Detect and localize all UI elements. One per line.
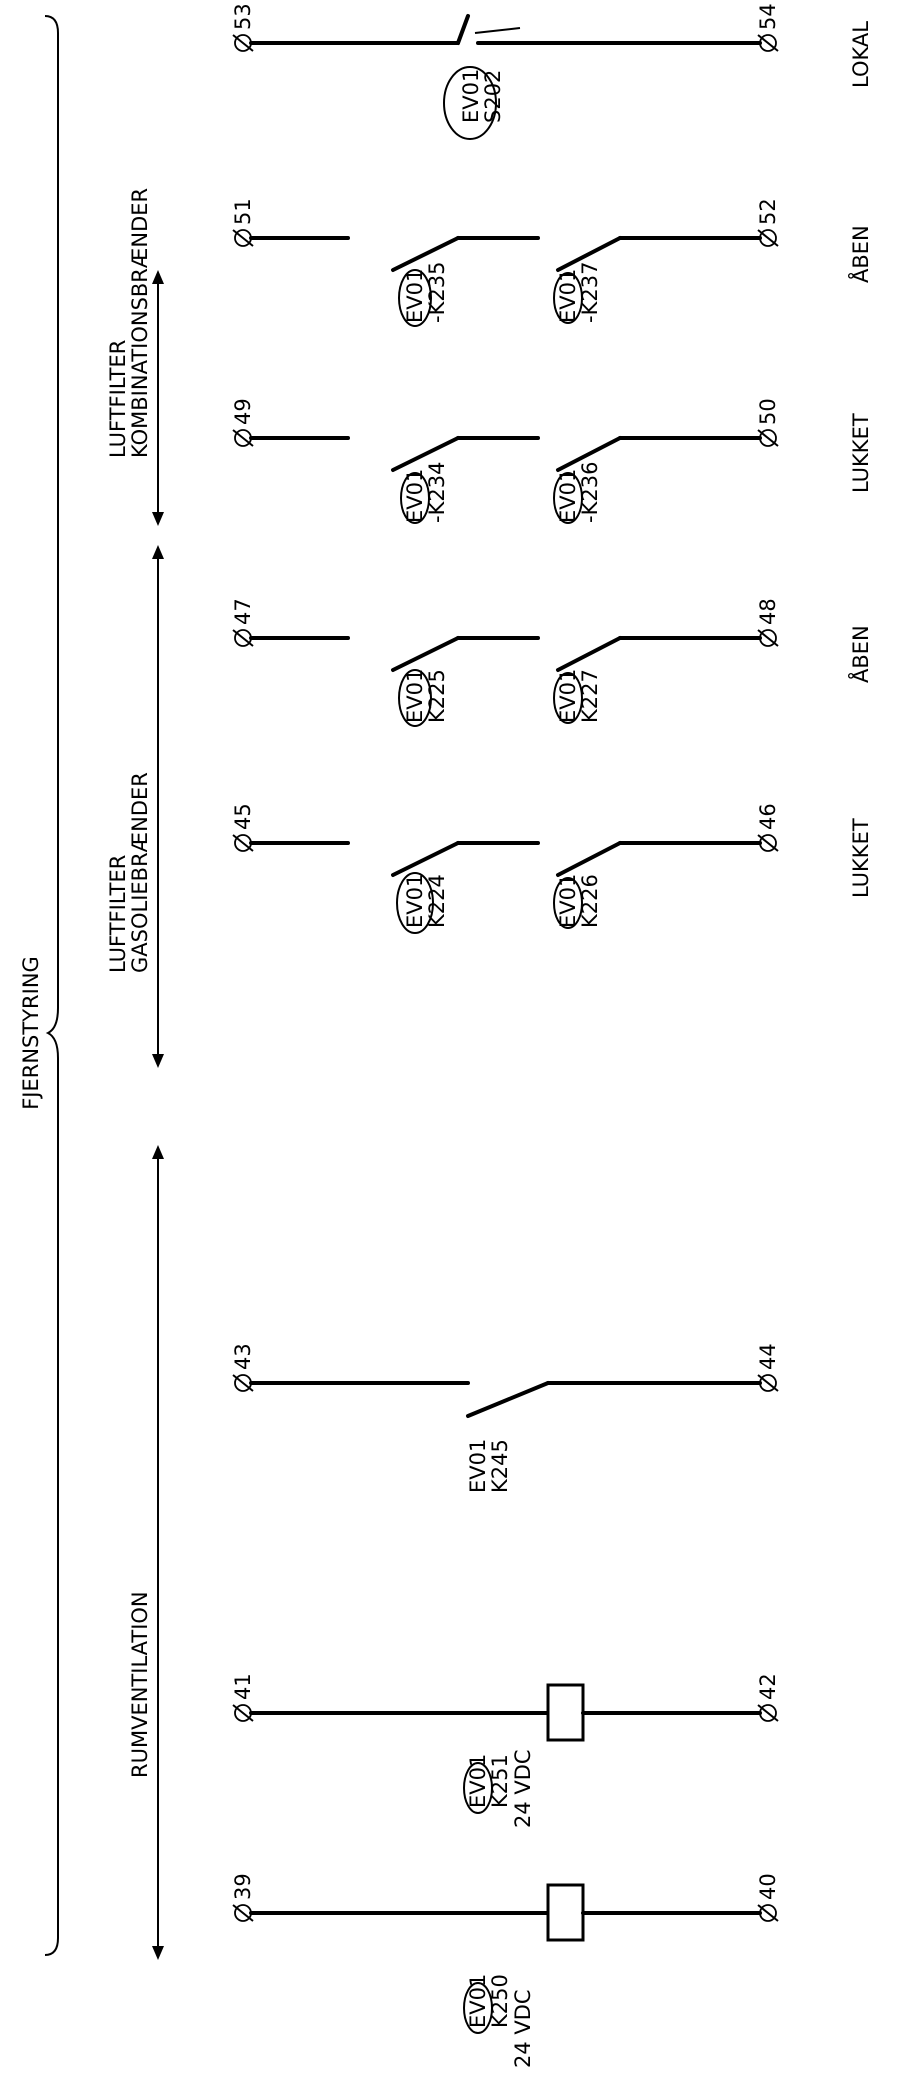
switch-contact-k225: [391, 636, 460, 672]
terminal-40: 40: [756, 1873, 780, 1900]
terminal-42: 42: [756, 1673, 780, 1700]
circuit-41-42: 41 42 EV01 K251 24 VDC: [231, 1673, 780, 1828]
terminal-50: 50: [756, 398, 780, 425]
terminal-45: 45: [231, 803, 255, 830]
label-k235: -K235: [425, 262, 449, 323]
status-aaben-2: ÅBEN: [847, 225, 873, 283]
circuit-49-50: 49 50 EV01 -K234 EV01 -K236 LUKKET: [231, 398, 873, 524]
terminal-47: 47: [231, 598, 255, 625]
label-ev01-s202: EV01: [459, 69, 483, 123]
gasoliebraender-label-2: GASOLIEBRÆNDER: [128, 772, 152, 973]
relay-coil-k251: [546, 1683, 585, 1742]
label-ev01-k225: EV01: [403, 669, 427, 723]
switch-contact-k245: [466, 1381, 550, 1418]
label-ev01-k234: EV01: [403, 469, 427, 523]
circuit-39-40: 39 40 EV01 K250 24 VDC: [231, 1873, 780, 2068]
label-ev01-k237: EV01: [556, 269, 580, 323]
terminal-43: 43: [231, 1343, 255, 1370]
label-k224: K224: [425, 874, 449, 928]
section-rumventilation: RUMVENTILATION: [128, 1145, 164, 1960]
status-lukket-2: LUKKET: [849, 413, 873, 493]
label-s202: S202: [481, 70, 505, 123]
label-24vdc-2: 24 VDC: [511, 1749, 535, 1828]
switch-contact-k226: [556, 841, 622, 877]
terminal-52: 52: [756, 198, 780, 225]
terminal-48: 48: [756, 598, 780, 625]
switch-contact-k224: [391, 841, 460, 877]
kombinationsbraender-label-2: KOMBINATIONSBRÆNDER: [128, 188, 152, 458]
label-ev01-k226: EV01: [556, 874, 580, 928]
label-ev01-k227: EV01: [556, 669, 580, 723]
circuit-45-46: 45 46 EV01 K224 EV01 K226 LUKKET: [231, 803, 873, 934]
label-ev01-k245: EV01: [466, 1439, 490, 1493]
terminal-44: 44: [756, 1343, 780, 1370]
status-lokal: LOKAL: [849, 21, 873, 88]
label-k225: K225: [425, 669, 449, 723]
terminal-39: 39: [231, 1873, 255, 1900]
fjernstyring-label: FJERNSTYRING: [19, 956, 43, 1110]
kombinationsbraender-label-1: LUFTFILTER: [106, 340, 130, 458]
label-ev01-k250: EV01: [466, 1974, 490, 2028]
label-k237: -K237: [578, 262, 602, 323]
label-k234: -K234: [425, 462, 449, 523]
status-aaben-1: ÅBEN: [847, 625, 873, 683]
switch-contact-k235: [391, 236, 460, 272]
switch-contact-k236: [556, 436, 622, 472]
label-k227: K227: [578, 669, 602, 723]
terminal-54: 54: [756, 3, 780, 30]
terminal-41: 41: [231, 1673, 255, 1700]
relay-coil-k250: [546, 1883, 585, 1942]
circuit-43-44: 43 44 EV01 K245: [231, 1343, 780, 1493]
label-k250: K250: [488, 1974, 512, 2028]
rumventilation-label: RUMVENTILATION: [128, 1591, 152, 1778]
switch-contact-k234: [391, 436, 460, 472]
circuit-51-52: 51 52 EV01 -K235 EV01 -K237 ÅBEN: [231, 198, 873, 327]
label-ev01-k224: EV01: [403, 874, 427, 928]
label-k251: K251: [488, 1754, 512, 1808]
fjernstyring-brace: FJERNSTYRING: [19, 15, 59, 1956]
status-lukket-1: LUKKET: [849, 818, 873, 898]
terminal-46: 46: [756, 803, 780, 830]
section-luftfilter-gasoliebraender: LUFTFILTER GASOLIEBRÆNDER: [106, 545, 164, 1068]
label-ev01-k236: EV01: [556, 469, 580, 523]
label-ev01-k251: EV01: [466, 1754, 490, 1808]
label-ev01-k235: EV01: [403, 269, 427, 323]
terminal-53: 53: [231, 3, 255, 30]
label-k236: -K236: [578, 462, 602, 523]
terminal-49: 49: [231, 398, 255, 425]
gasoliebraender-label-1: LUFTFILTER: [106, 855, 130, 973]
terminal-51: 51: [231, 198, 255, 225]
circuit-47-48: 47 48 EV01 K225 EV01 K227 ÅBEN: [231, 598, 873, 727]
circuit-53-54: 53 54 EV01 S202 LOKAL: [231, 3, 873, 140]
switch-contact-k227: [556, 636, 622, 672]
label-k226: K226: [578, 874, 602, 928]
switch-contact-k237: [556, 236, 622, 272]
switch-contact-s202: [456, 14, 470, 45]
label-k245: K245: [488, 1439, 512, 1493]
section-luftfilter-kombinationsbraender: LUFTFILTER KOMBINATIONSBRÆNDER: [106, 188, 164, 526]
label-24vdc-1: 24 VDC: [511, 1989, 535, 2068]
